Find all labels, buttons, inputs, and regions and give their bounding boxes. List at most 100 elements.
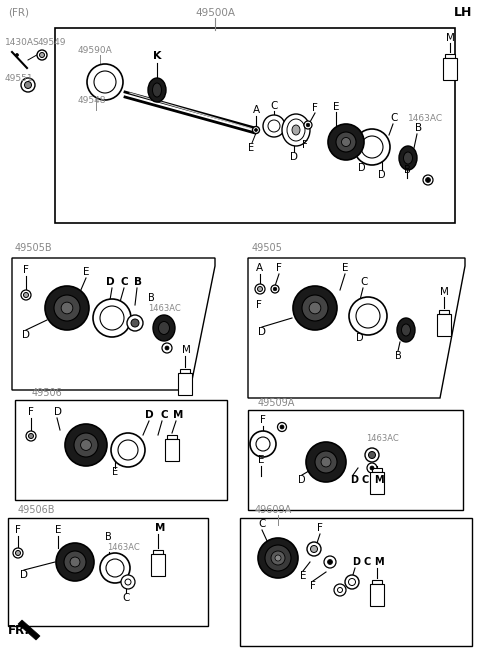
Text: C: C <box>258 519 265 529</box>
Circle shape <box>328 124 364 160</box>
Text: E: E <box>342 263 348 273</box>
Text: C: C <box>270 101 278 111</box>
Circle shape <box>293 286 337 330</box>
Circle shape <box>61 302 73 314</box>
Circle shape <box>252 126 260 134</box>
Circle shape <box>45 286 89 330</box>
Bar <box>439 310 449 314</box>
Circle shape <box>250 431 276 457</box>
Circle shape <box>26 431 36 441</box>
Text: 49505B: 49505B <box>15 243 53 253</box>
Text: 49609A: 49609A <box>255 505 292 515</box>
Text: E: E <box>258 455 264 465</box>
Circle shape <box>81 440 91 450</box>
Bar <box>248 410 463 510</box>
Circle shape <box>324 556 336 568</box>
Text: D: D <box>378 170 386 180</box>
Circle shape <box>13 548 23 558</box>
Circle shape <box>337 587 343 592</box>
Circle shape <box>64 551 86 573</box>
Circle shape <box>162 343 172 353</box>
Polygon shape <box>12 258 215 390</box>
Circle shape <box>127 315 143 331</box>
Polygon shape <box>18 620 40 640</box>
Text: C: C <box>122 593 130 603</box>
Circle shape <box>275 555 281 561</box>
Ellipse shape <box>153 83 161 97</box>
Circle shape <box>65 424 107 466</box>
Circle shape <box>309 302 321 314</box>
Circle shape <box>37 50 47 60</box>
Circle shape <box>256 437 270 451</box>
Circle shape <box>28 434 34 438</box>
Text: C: C <box>362 475 369 485</box>
Text: F: F <box>276 263 282 273</box>
Ellipse shape <box>292 125 300 135</box>
Text: M: M <box>374 475 384 485</box>
Bar <box>55 28 455 223</box>
Circle shape <box>93 299 131 337</box>
Circle shape <box>423 175 433 185</box>
Text: E: E <box>83 267 89 277</box>
Text: F: F <box>15 525 21 535</box>
Circle shape <box>100 553 130 583</box>
Circle shape <box>367 463 377 473</box>
Text: D: D <box>350 475 358 485</box>
Circle shape <box>265 545 291 571</box>
Text: C: C <box>363 557 370 567</box>
Text: F: F <box>302 140 308 150</box>
Circle shape <box>94 71 116 93</box>
Bar <box>180 369 190 373</box>
Text: B: B <box>134 277 142 287</box>
Text: D: D <box>356 333 364 343</box>
Text: C: C <box>390 113 397 123</box>
Circle shape <box>21 78 35 92</box>
Text: D: D <box>20 570 28 580</box>
Circle shape <box>125 579 131 585</box>
Circle shape <box>302 295 328 321</box>
Text: D: D <box>145 410 154 420</box>
Text: 49548: 49548 <box>78 95 107 105</box>
Circle shape <box>349 297 387 335</box>
Text: F: F <box>317 523 323 533</box>
Ellipse shape <box>404 152 412 164</box>
Circle shape <box>131 319 139 327</box>
Ellipse shape <box>153 315 175 341</box>
Circle shape <box>306 123 310 127</box>
Circle shape <box>369 451 375 459</box>
Text: 1463AC: 1463AC <box>366 434 399 442</box>
Circle shape <box>327 559 333 565</box>
Text: F: F <box>260 415 266 425</box>
Text: 1463AC: 1463AC <box>107 542 140 551</box>
Circle shape <box>304 121 312 129</box>
Circle shape <box>271 285 279 293</box>
Text: 49506: 49506 <box>32 388 63 398</box>
Circle shape <box>361 136 383 158</box>
Bar <box>165 439 179 461</box>
Text: E: E <box>112 467 118 477</box>
Text: 49509A: 49509A <box>258 398 295 408</box>
Bar <box>8 518 208 626</box>
Text: LH: LH <box>454 5 472 19</box>
Circle shape <box>118 440 138 460</box>
Circle shape <box>365 448 379 462</box>
Circle shape <box>21 290 31 300</box>
Text: M: M <box>445 33 455 43</box>
Circle shape <box>306 442 346 482</box>
Circle shape <box>100 306 124 330</box>
Text: E: E <box>55 525 61 535</box>
Text: F: F <box>28 407 34 417</box>
Circle shape <box>74 433 98 457</box>
Text: 1463AC: 1463AC <box>408 113 443 122</box>
Text: M: M <box>374 557 384 567</box>
Text: F: F <box>256 300 262 310</box>
Ellipse shape <box>282 114 310 146</box>
Ellipse shape <box>148 78 166 102</box>
Circle shape <box>356 304 380 328</box>
Text: D: D <box>22 330 30 340</box>
Bar <box>178 373 192 395</box>
Circle shape <box>121 575 135 589</box>
Text: 49549: 49549 <box>38 38 67 46</box>
Text: 1430AS: 1430AS <box>5 38 40 46</box>
Ellipse shape <box>158 322 169 334</box>
